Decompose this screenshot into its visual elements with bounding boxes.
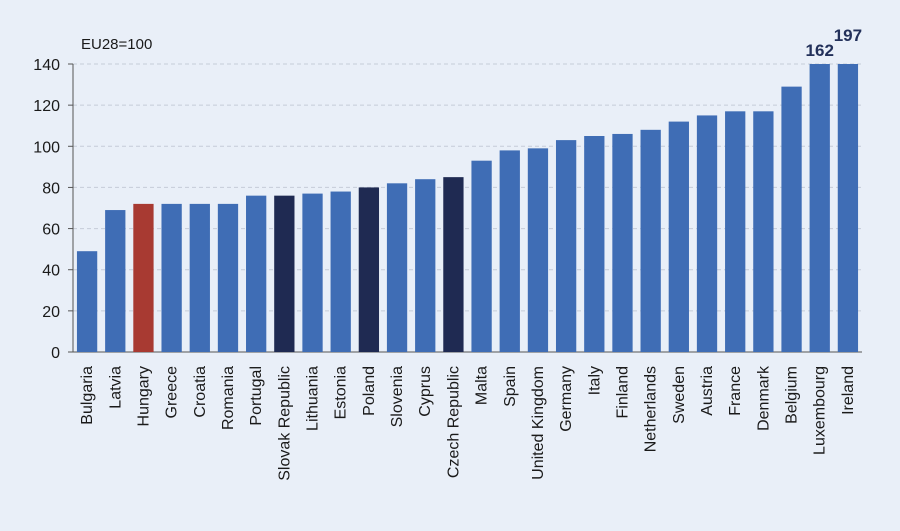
- y-tick-label: 60: [42, 222, 60, 239]
- x-tick-label: Bulgaria: [79, 366, 96, 425]
- bars: [76, 64, 859, 352]
- bar-hungary: [133, 203, 154, 352]
- x-tick-label: Spain: [502, 366, 519, 407]
- bar-austria: [696, 115, 718, 352]
- y-tick-label: 100: [33, 139, 60, 156]
- x-tick-label: Cyprus: [417, 366, 434, 417]
- unit-label: EU28=100: [81, 36, 152, 53]
- bar-sweden: [668, 121, 689, 352]
- x-tick-label: Poland: [361, 366, 378, 416]
- bar-greece: [161, 203, 182, 352]
- y-tick-label: 80: [42, 180, 60, 197]
- bar-spain: [499, 150, 520, 352]
- bar-estonia: [330, 191, 351, 352]
- y-tick-label: 140: [33, 57, 60, 74]
- x-tick-label: Portugal: [248, 366, 265, 426]
- x-tick-label: Latvia: [107, 366, 124, 409]
- x-tick-label: Luxembourg: [812, 366, 829, 455]
- bar-france: [725, 111, 746, 352]
- x-tick-label: Denmark: [755, 365, 772, 431]
- x-axis-labels: Bulgaria Latvia Hungary Greece Croatia Romani…: [79, 365, 857, 481]
- bar-slovenia: [386, 183, 408, 352]
- x-tick-label: Estonia: [333, 366, 350, 419]
- x-tick-label: Finland: [614, 366, 631, 418]
- bar-romania: [217, 203, 239, 352]
- x-tick-label: Italy: [586, 366, 603, 395]
- bar-netherlands: [640, 129, 661, 352]
- bar-belgium: [781, 86, 802, 352]
- x-tick-label: Sweden: [671, 366, 688, 424]
- y-tick-label: 40: [42, 263, 60, 280]
- x-tick-label: Croatia: [192, 366, 209, 418]
- bar-lithuania: [302, 193, 323, 352]
- bar-slovak-republic: [274, 195, 295, 352]
- x-tick-label: United Kingdom: [530, 366, 547, 480]
- bar-bulgaria: [76, 251, 98, 352]
- bar-latvia: [105, 210, 126, 352]
- bar-italy: [584, 136, 605, 352]
- value-label-luxembourg: 162: [806, 41, 834, 60]
- bar-finland: [612, 133, 633, 352]
- x-tick-label: France: [727, 366, 744, 416]
- bar-germany: [555, 140, 577, 352]
- bar-cyprus: [415, 179, 436, 352]
- value-label-ireland: 197: [834, 26, 862, 45]
- x-tick-label: Ireland: [840, 366, 857, 415]
- bar-croatia: [189, 203, 210, 352]
- bar-poland: [358, 187, 380, 352]
- bar-united-kingdom: [527, 148, 549, 352]
- x-tick-label: Slovak Republic: [276, 366, 293, 481]
- y-tick-label: 20: [42, 304, 60, 321]
- x-tick-label: Hungary: [135, 366, 152, 426]
- gridlines: [73, 63, 862, 312]
- x-tick-label: Malta: [474, 366, 491, 405]
- x-tick-label: Belgium: [784, 366, 801, 424]
- bar-portugal: [246, 195, 267, 352]
- bar-denmark: [753, 111, 774, 352]
- x-tick-label: Czech Republic: [445, 366, 462, 478]
- x-tick-label: Greece: [164, 366, 181, 419]
- bar-luxembourg: [809, 64, 830, 352]
- bar-ireland: [837, 64, 859, 352]
- x-tick-label: Slovenia: [389, 366, 406, 427]
- x-tick-label: Austria: [699, 366, 716, 416]
- y-tick-label: 0: [51, 345, 60, 362]
- x-tick-label: Netherlands: [643, 366, 660, 452]
- x-tick-label: Romania: [220, 366, 237, 430]
- bar-czech-republic: [443, 177, 464, 352]
- x-tick-label: Lithuania: [305, 366, 322, 431]
- y-tick-label: 120: [33, 98, 60, 115]
- x-tick-label: Germany: [558, 366, 575, 432]
- bar-malta: [471, 160, 492, 352]
